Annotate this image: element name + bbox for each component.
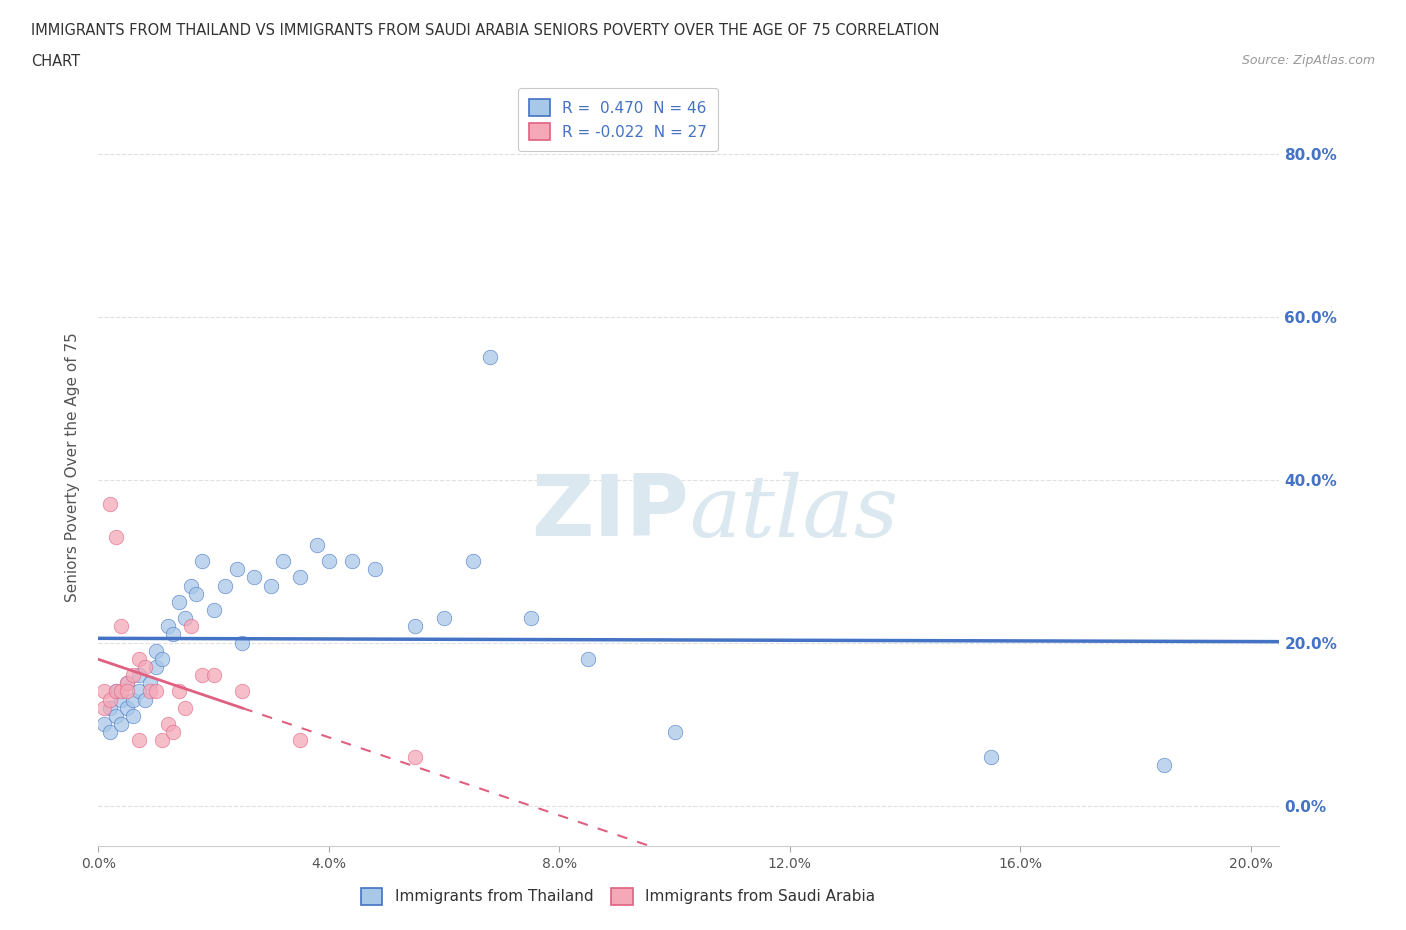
Point (156, 618, 179, 633)
Point (576, 651, 599, 666)
Point (128, 668, 150, 683)
Point (134, 659, 156, 674)
Point (180, 618, 202, 633)
Point (173, 700, 195, 715)
Point (214, 578, 236, 593)
Point (340, 553, 363, 568)
Text: CHART: CHART (31, 54, 80, 69)
Point (98, 497, 121, 512)
Point (122, 709, 145, 724)
Point (134, 692, 156, 707)
Point (110, 717, 132, 732)
Point (156, 717, 179, 732)
Point (186, 586, 208, 601)
Point (307, 538, 329, 552)
Point (122, 668, 145, 683)
Point (1153, 757, 1175, 772)
Point (93, 684, 115, 698)
Point (243, 570, 266, 585)
Point (128, 684, 150, 698)
Point (461, 553, 484, 568)
Point (260, 578, 283, 593)
Point (664, 724, 686, 739)
Point (115, 676, 138, 691)
Point (271, 553, 294, 568)
Point (150, 651, 173, 666)
Point (191, 553, 214, 568)
Point (98, 700, 121, 715)
Point (93, 717, 115, 732)
Point (231, 684, 253, 698)
Point (93, 700, 115, 715)
Point (162, 724, 184, 739)
Point (202, 668, 225, 683)
Point (202, 603, 225, 618)
Point (980, 750, 1002, 764)
Point (104, 529, 127, 544)
Point (98, 724, 121, 739)
Point (110, 618, 132, 633)
Point (404, 618, 426, 633)
Y-axis label: Seniors Poverty Over the Age of 75: Seniors Poverty Over the Age of 75 (65, 332, 80, 603)
Point (115, 684, 138, 698)
Point (318, 553, 340, 568)
Point (128, 651, 150, 666)
Point (128, 733, 150, 748)
Point (225, 562, 247, 577)
Point (364, 562, 387, 577)
Text: ZIP: ZIP (531, 472, 689, 554)
Text: atlas: atlas (689, 472, 898, 554)
Point (288, 733, 311, 748)
Text: IMMIGRANTS FROM THAILAND VS IMMIGRANTS FROM SAUDI ARABIA SENIORS POVERTY OVER TH: IMMIGRANTS FROM THAILAND VS IMMIGRANTS F… (31, 23, 939, 38)
Point (167, 594, 190, 609)
Point (98, 692, 121, 707)
Point (288, 570, 311, 585)
Point (145, 659, 167, 674)
Point (145, 684, 167, 698)
Point (180, 578, 202, 593)
Point (104, 684, 127, 698)
Point (139, 684, 162, 698)
Point (231, 635, 253, 650)
Point (173, 611, 195, 626)
Point (104, 709, 127, 724)
Point (122, 692, 145, 707)
Point (167, 684, 190, 698)
Point (104, 684, 127, 698)
Point (162, 627, 184, 642)
Point (150, 733, 173, 748)
Point (110, 684, 132, 698)
Point (433, 611, 456, 626)
Point (479, 350, 502, 365)
Point (145, 644, 167, 658)
Text: Source: ZipAtlas.com: Source: ZipAtlas.com (1241, 54, 1375, 67)
Point (110, 692, 132, 707)
Point (191, 668, 214, 683)
Point (139, 676, 162, 691)
Point (115, 700, 138, 715)
Point (404, 750, 426, 764)
Point (115, 676, 138, 691)
Legend: Immigrants from Thailand, Immigrants from Saudi Arabia: Immigrants from Thailand, Immigrants fro… (354, 882, 882, 910)
Point (519, 611, 541, 626)
